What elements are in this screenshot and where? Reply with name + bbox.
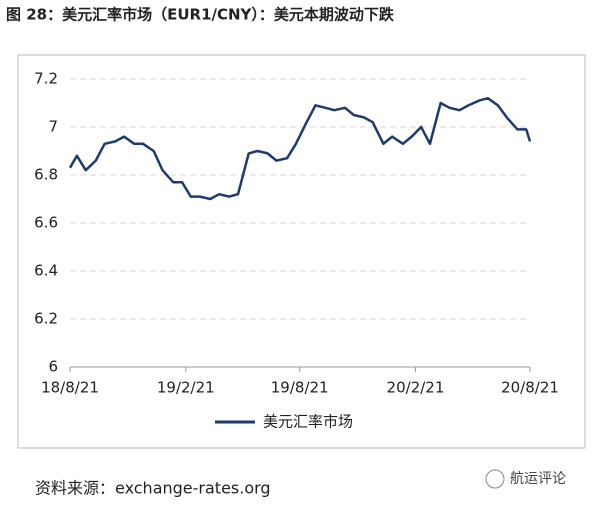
y-tick-label: 6.4 xyxy=(34,262,58,280)
x-tick-label: 19/8/21 xyxy=(271,379,329,397)
y-tick-label: 6.8 xyxy=(34,166,58,184)
x-tick-label: 20/8/21 xyxy=(501,379,559,397)
legend-label: 美元汇率市场 xyxy=(263,413,353,431)
y-tick-label: 7 xyxy=(48,118,58,136)
y-tick-label: 6 xyxy=(48,358,58,376)
line-series xyxy=(68,96,532,201)
x-tick-label: 20/2/21 xyxy=(387,379,445,397)
x-tick-label: 18/8/21 xyxy=(41,379,99,397)
watermark-icon xyxy=(485,469,505,489)
source: 资料来源：exchange-rates.org xyxy=(35,479,271,498)
watermark: 航运评论 xyxy=(510,471,566,487)
chart-frame xyxy=(17,54,586,449)
chart-title: 图 28：美元汇率市场（EUR1/CNY）：美元本期波动下跌 xyxy=(6,6,395,24)
y-tick-label: 7.2 xyxy=(34,70,58,88)
y-tick-label: 6.2 xyxy=(34,310,58,328)
x-tick-label: 19/2/21 xyxy=(157,379,215,397)
y-tick-label: 6.6 xyxy=(34,214,58,232)
